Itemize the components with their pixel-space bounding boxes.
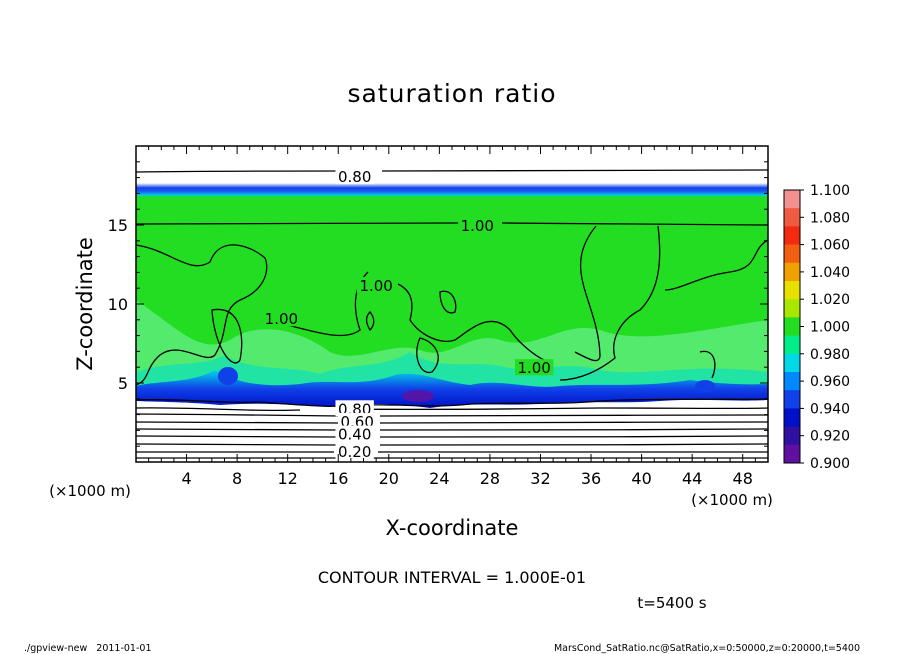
colorbar-swatch — [784, 353, 800, 373]
y-axis: 5 10 15 — [108, 161, 768, 447]
colorbar-swatch — [784, 426, 800, 446]
contour-interval-label: CONTOUR INTERVAL = 1.000E-01 — [318, 568, 586, 587]
x-tick-label: 16 — [328, 469, 348, 488]
colorbar: 1.100 1.080 1.060 1.040 1.020 1.000 0.980 0.960… — [783, 183, 850, 472]
colorbar-swatch — [784, 317, 800, 337]
x-axis-unit-right: (×1000 m) — [691, 491, 773, 509]
chart-title: saturation ratio — [347, 79, 556, 108]
colorbar-level-label: 1.100 — [810, 183, 850, 199]
field-cyan-patches — [136, 352, 768, 394]
contour-label-bg — [262, 310, 301, 327]
colorbar-swatch — [784, 444, 800, 464]
contour-label-bg — [335, 400, 374, 417]
contour-label: 1.00 — [265, 310, 298, 328]
x-tick-label: 40 — [631, 469, 651, 488]
x-tick-label: 48 — [733, 469, 753, 488]
field-turbulence — [136, 300, 768, 392]
x-tick-label: 36 — [581, 469, 601, 488]
colorbar-swatch — [784, 335, 800, 355]
y-tick-label: 15 — [108, 216, 128, 235]
contour-label-bg — [356, 277, 396, 294]
colorbar-swatch — [784, 408, 800, 428]
colorbar-level-label: 0.920 — [810, 429, 850, 445]
colorbar-level-label: 1.000 — [810, 320, 850, 336]
contour-label: 0.80 — [338, 168, 371, 186]
footer-left: ./gpview-new 2011-01-01 — [24, 643, 152, 654]
x-tick-label: 32 — [530, 469, 550, 488]
contour-label-bg — [514, 359, 554, 376]
colorbar-level-label: 1.060 — [810, 238, 850, 254]
x-tick-label: 24 — [429, 469, 449, 488]
x-tick-label: 44 — [682, 469, 702, 488]
contour-label-bg — [338, 412, 377, 429]
colorbar-level-label: 0.980 — [810, 347, 850, 363]
colorbar-swatch — [784, 281, 800, 300]
contour-label: 1.00 — [461, 217, 494, 235]
colorbar-swatch — [784, 244, 800, 264]
y-axis-label: Z-coordinate — [73, 237, 97, 371]
x-tick-label: 4 — [181, 469, 191, 488]
x-tick-label: 28 — [480, 469, 500, 488]
time-label: t=5400 s — [637, 594, 706, 612]
contour-label-bg — [335, 425, 374, 442]
colorbar-swatch — [784, 190, 800, 209]
y-tick-label: 5 — [118, 374, 128, 393]
x-tick-label: 20 — [379, 469, 399, 488]
colorbar-swatch — [784, 208, 800, 227]
y-tick-label: 10 — [108, 295, 128, 314]
contour-label: 0.40 — [338, 426, 371, 444]
x-axis-label: X-coordinate — [386, 516, 519, 540]
field-blue-patch — [218, 367, 238, 385]
x-axis-unit-left: (×1000 m) — [49, 482, 131, 500]
colorbar-level-label: 1.040 — [810, 265, 850, 281]
colorbar-swatch — [784, 226, 800, 246]
colorbar-swatch — [784, 262, 800, 282]
contour-label: 1.00 — [359, 277, 392, 295]
colorbar-swatch — [784, 390, 800, 409]
colorbar-level-label: 0.960 — [810, 374, 850, 390]
colorbar-swatch — [784, 299, 800, 318]
colorbar-level-label: 1.080 — [810, 210, 850, 226]
contour-label-bg — [335, 168, 374, 185]
contour-label: 0.20 — [338, 443, 371, 461]
field-purple-patch — [402, 390, 434, 402]
contour-label-bg — [458, 217, 497, 233]
field-blue-patch-2 — [695, 380, 715, 392]
field-top-band — [136, 183, 768, 197]
contour-lines — [136, 169, 768, 459]
footer-right: MarsCond_SatRatio.nc@SatRatio,x=0:50000,… — [554, 643, 860, 654]
x-axis: 4 8 12 16 20 24 28 32 36 40 44 48 — [148, 146, 756, 488]
contour-label: 1.00 — [517, 359, 550, 377]
contour-label-bg — [335, 442, 374, 459]
colorbar-level-label: 0.900 — [810, 456, 850, 472]
x-tick-label: 8 — [232, 469, 242, 488]
contour-labels: 0.801.001.001.001.000.800.600.400.20 — [262, 168, 554, 461]
x-tick-label: 12 — [278, 469, 298, 488]
field-low-band — [136, 370, 768, 408]
plot-area: 0.801.001.001.001.000.800.600.400.20 — [136, 146, 768, 462]
colorbar-level-label: 0.940 — [810, 401, 850, 417]
colorbar-level-label: 1.020 — [810, 292, 850, 308]
colorbar-swatch — [784, 372, 800, 391]
